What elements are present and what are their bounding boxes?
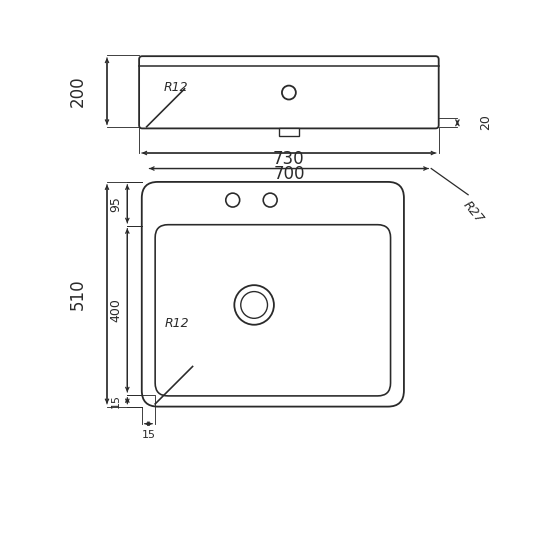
Text: 510: 510 — [68, 278, 87, 310]
FancyBboxPatch shape — [139, 56, 439, 128]
Text: 95: 95 — [109, 196, 122, 212]
Text: 15: 15 — [142, 430, 156, 440]
Text: 20: 20 — [479, 114, 492, 131]
Text: 200: 200 — [68, 75, 87, 108]
Bar — [279, 128, 299, 136]
Text: 730: 730 — [273, 150, 305, 168]
Text: R12: R12 — [163, 81, 188, 94]
Text: 700: 700 — [273, 165, 304, 184]
Text: 15: 15 — [110, 394, 120, 408]
Text: R12: R12 — [164, 317, 189, 330]
Text: 400: 400 — [109, 299, 122, 322]
Text: R27: R27 — [461, 199, 486, 226]
FancyBboxPatch shape — [142, 182, 404, 407]
FancyBboxPatch shape — [155, 225, 391, 396]
